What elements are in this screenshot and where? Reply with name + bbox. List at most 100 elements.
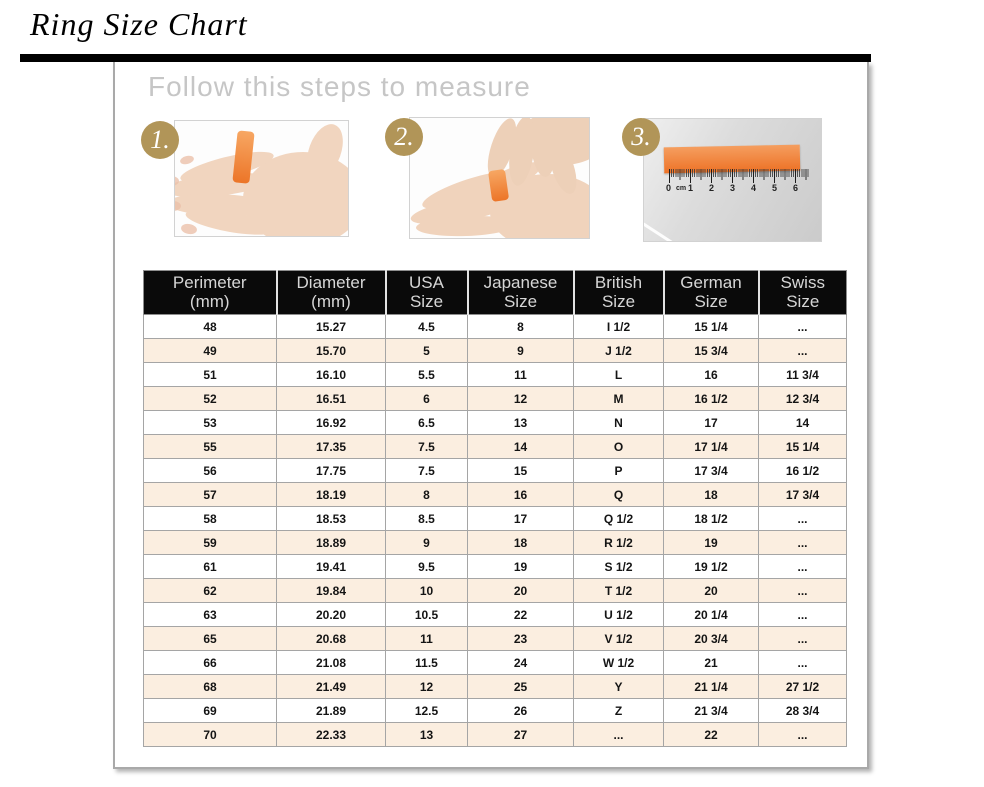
- table-cell: ...: [758, 722, 847, 747]
- table-cell: Q: [573, 482, 664, 507]
- step-2-badge: 2.: [385, 118, 423, 156]
- table-cell: 27 1/2: [758, 674, 847, 699]
- table-cell: ...: [573, 722, 664, 747]
- table-cell: 20: [663, 578, 759, 603]
- table-body: 48 15.27 4.5 8 I 1/2 15 1/4... 49 15.70 5 9 J 1/2 1…: [143, 314, 847, 747]
- table-cell: 6: [385, 386, 468, 411]
- table-cell: 8.5: [385, 506, 468, 531]
- table-cell: 11.5: [385, 650, 468, 675]
- table-cell: 21 1/4: [663, 674, 759, 699]
- table-cell: 10.5: [385, 602, 468, 627]
- table-cell: 26: [467, 698, 574, 723]
- table-cell: 9: [467, 338, 574, 363]
- table-cell: 23: [467, 626, 574, 651]
- table-cell: 11: [385, 626, 468, 651]
- table-cell: 17.35: [276, 434, 386, 459]
- table-cell: 15: [467, 458, 574, 483]
- table-cell: 15 3/4: [663, 338, 759, 363]
- table-cell: 28 3/4: [758, 698, 847, 723]
- table-cell: 21: [663, 650, 759, 675]
- table-cell: 51: [143, 362, 277, 387]
- content-panel: Follow this steps to measure 1. 2. 3.: [113, 62, 869, 769]
- table-cell: V 1/2: [573, 626, 664, 651]
- table-row: 51 16.10 5.5 11 L 16 11 3/4: [143, 362, 847, 387]
- table-row: 61 19.41 9.5 19 S 1/2 19 1/2...: [143, 554, 847, 579]
- table-cell: 59: [143, 530, 277, 555]
- ruler-label: 0: [666, 183, 672, 193]
- table-cell: 9.5: [385, 554, 468, 579]
- ruler-label: 6: [793, 183, 799, 193]
- table-cell: 21.89: [276, 698, 386, 723]
- table-cell: S 1/2: [573, 554, 664, 579]
- table-row: 65 20.68 11 23 V 1/2 20 3/4...: [143, 626, 847, 651]
- table-cell: 57: [143, 482, 277, 507]
- table-row: 55 17.35 7.5 14 O 17 1/4 15 1/4: [143, 434, 847, 459]
- table-cell: 14: [467, 434, 574, 459]
- table-cell: 21.49: [276, 674, 386, 699]
- ruler-major-ticks: [669, 169, 809, 183]
- table-cell: 15 1/4: [663, 314, 759, 339]
- table-cell: 4.5: [385, 314, 468, 339]
- table-cell: P: [573, 458, 664, 483]
- table-cell: 48: [143, 314, 277, 339]
- table-cell: ...: [758, 626, 847, 651]
- table-cell: 5.5: [385, 362, 468, 387]
- table-cell: 19.84: [276, 578, 386, 603]
- table-cell: 7.5: [385, 434, 468, 459]
- table-row: 56 17.75 7.5 15 P 17 3/4 16 1/2: [143, 458, 847, 483]
- column-header-british: British Size: [573, 270, 665, 315]
- table-cell: 66: [143, 650, 277, 675]
- table-cell: 13: [467, 410, 574, 435]
- table-cell: 12: [385, 674, 468, 699]
- table-cell: ...: [758, 650, 847, 675]
- table-cell: 21 3/4: [663, 698, 759, 723]
- table-cell: N: [573, 410, 664, 435]
- table-cell: 18 1/2: [663, 506, 759, 531]
- table-row: 62 19.84 10 20 T 1/2 20...: [143, 578, 847, 603]
- ruler-label: 3: [730, 183, 736, 193]
- column-header-german: German Size: [663, 270, 760, 315]
- table-cell: 61: [143, 554, 277, 579]
- table-cell: 16.51: [276, 386, 386, 411]
- table-cell: 10: [385, 578, 468, 603]
- table-header: Perimeter (mm) Diameter (mm) USA Size Japanese…: [143, 270, 847, 315]
- size-table: Perimeter (mm) Diameter (mm) USA Size Japanese…: [143, 270, 847, 747]
- table-cell: 18.19: [276, 482, 386, 507]
- title-underline-bar: [20, 54, 871, 62]
- table-cell: 58: [143, 506, 277, 531]
- ruler-label: 1: [688, 183, 694, 193]
- ruler-label: cm: [676, 185, 687, 192]
- table-row: 68 21.49 12 25 Y 21 1/4 27 1/2: [143, 674, 847, 699]
- step-1-badge: 1.: [141, 121, 179, 159]
- table-cell: 19: [467, 554, 574, 579]
- table-cell: 25: [467, 674, 574, 699]
- column-header-swiss: Swiss Size: [758, 270, 847, 315]
- table-cell: ...: [758, 314, 847, 339]
- table-cell: 21.08: [276, 650, 386, 675]
- table-cell: 7.5: [385, 458, 468, 483]
- table-cell: 16.92: [276, 410, 386, 435]
- table-row: 57 18.19 8 16 Q 18 17 3/4: [143, 482, 847, 507]
- table-cell: T 1/2: [573, 578, 664, 603]
- table-cell: Y: [573, 674, 664, 699]
- table-cell: 19.41: [276, 554, 386, 579]
- table-cell: 15.27: [276, 314, 386, 339]
- table-cell: 18: [467, 530, 574, 555]
- table-cell: 68: [143, 674, 277, 699]
- table-row: 63 20.20 10.5 22 U 1/2 20 1/4...: [143, 602, 847, 627]
- hands-measuring-illustration: [410, 118, 589, 238]
- table-cell: 11 3/4: [758, 362, 847, 387]
- table-row: 70 22.33 13 27... 22...: [143, 722, 847, 747]
- table-cell: 15.70: [276, 338, 386, 363]
- table-cell: 62: [143, 578, 277, 603]
- table-cell: 16 1/2: [758, 458, 847, 483]
- column-header-usa: USA Size: [385, 270, 469, 315]
- table-cell: ...: [758, 530, 847, 555]
- table-cell: 24: [467, 650, 574, 675]
- table-cell: 70: [143, 722, 277, 747]
- table-cell: 16: [663, 362, 759, 387]
- page-title: Ring Size Chart: [30, 6, 248, 42]
- table-cell: 13: [385, 722, 468, 747]
- step-1-photo: [174, 120, 349, 237]
